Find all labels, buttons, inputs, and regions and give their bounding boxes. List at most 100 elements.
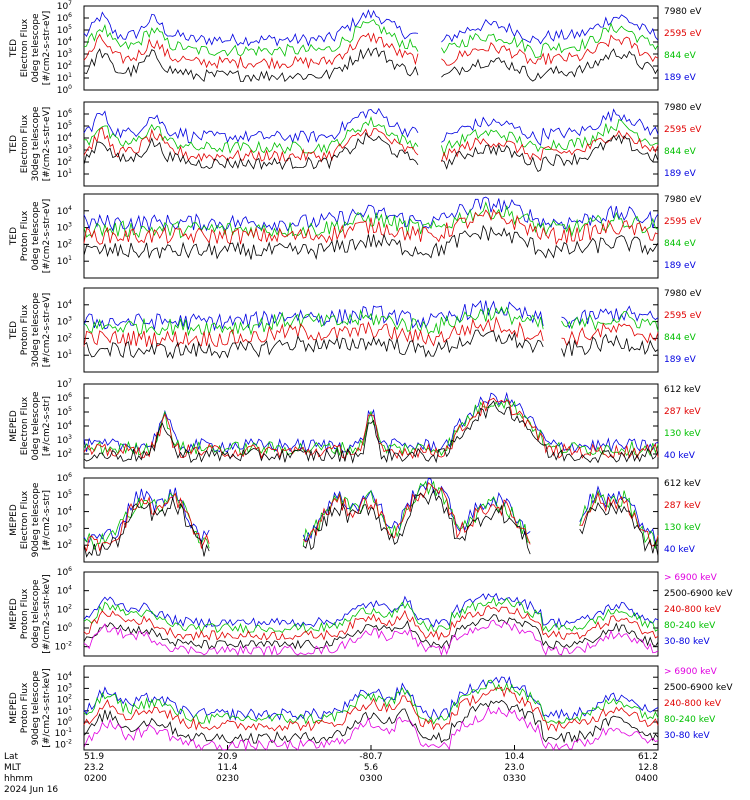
x-axis-row-label: hhmm xyxy=(4,774,33,784)
y-tick-label: 102 xyxy=(57,60,72,72)
x-tick-label-lat: 61.2 xyxy=(638,752,658,762)
series-line xyxy=(83,329,659,360)
y-axis-label-line: 90deg telescope xyxy=(31,482,41,557)
y-axis-label-line: Proton Flux xyxy=(20,210,30,261)
x-tick-label-hhmm: 0200 xyxy=(84,774,107,784)
y-axis-label-line: [#/cm2-s-str-keV] xyxy=(42,574,52,653)
y-tick-exponent: 2 xyxy=(68,60,72,67)
y-tick-label: 106 xyxy=(57,566,72,578)
y-tick-exponent: 5 xyxy=(68,120,72,127)
y-tick-label: 106 xyxy=(57,108,72,120)
y-tick-exponent: 7 xyxy=(68,378,72,385)
y-tick-label: 106 xyxy=(57,12,72,24)
y-axis-label-line: [#/cm2-s-str-eV] xyxy=(42,107,52,182)
series-line xyxy=(83,201,659,239)
y-tick-exponent: -1 xyxy=(66,727,72,734)
y-axis-label-line: Proton Flux xyxy=(20,588,30,639)
x-tick-label-mlt: 5.6 xyxy=(364,763,379,773)
legend-entry: 844 eV xyxy=(664,333,697,343)
legend-entry: 240-800 keV xyxy=(664,699,722,709)
y-tick-exponent: 0 xyxy=(68,84,72,91)
series-line xyxy=(83,679,659,725)
y-tick-label: 107 xyxy=(57,378,72,390)
y-tick-label: 105 xyxy=(57,120,72,132)
y-axis-label-line: MEPED xyxy=(9,598,19,630)
y-tick-exponent: 3 xyxy=(68,522,72,529)
legend-entry: 189 eV xyxy=(664,355,697,365)
y-tick-label: 104 xyxy=(57,420,72,432)
y-axis-label-line: 30deg telescope xyxy=(31,292,41,367)
x-tick-label-hhmm: 0230 xyxy=(216,774,239,784)
legend-entry: 7980 eV xyxy=(664,195,702,205)
y-tick-exponent: 3 xyxy=(68,144,72,151)
y-tick-label: 107 xyxy=(57,0,72,12)
x-tick-label-hhmm: 0300 xyxy=(360,774,383,784)
legend-entry: 189 eV xyxy=(664,73,697,83)
x-tick-label-hhmm: 0330 xyxy=(503,774,526,784)
y-tick-label: 104 xyxy=(57,132,72,144)
y-tick-exponent: 0 xyxy=(68,622,72,629)
legend-entry: 2595 eV xyxy=(664,311,702,321)
series-line xyxy=(83,19,659,58)
series-line xyxy=(83,614,659,650)
x-axis-row-label: MLT xyxy=(4,763,22,773)
y-tick-exponent: 4 xyxy=(68,585,72,592)
y-tick-label: 104 xyxy=(57,299,72,311)
legend-entry: 287 keV xyxy=(664,501,701,511)
y-tick-label: 102 xyxy=(57,156,72,168)
plot-frame xyxy=(83,477,659,563)
y-tick-label: 103 xyxy=(57,222,72,234)
y-tick-label: 105 xyxy=(57,406,72,418)
y-tick-exponent: 2 xyxy=(68,238,72,245)
legend-entry: 612 keV xyxy=(664,479,701,489)
legend-entry: 2500-6900 keV xyxy=(664,589,733,599)
legend-entry: 80-240 keV xyxy=(664,715,716,725)
y-axis-label-line: TED xyxy=(9,227,19,246)
y-tick-label: 104 xyxy=(57,205,72,217)
y-tick-exponent: 6 xyxy=(68,108,72,115)
plot-frame xyxy=(83,101,659,187)
y-tick-exponent: 3 xyxy=(68,434,72,441)
y-axis-label-line: 30deg telescope xyxy=(31,106,41,181)
legend-entry: 844 eV xyxy=(664,147,697,157)
y-tick-exponent: 5 xyxy=(68,406,72,413)
y-tick-exponent: 4 xyxy=(68,671,72,678)
x-tick-label-mlt: 23.2 xyxy=(84,763,104,773)
y-tick-label: 102 xyxy=(57,238,72,250)
y-tick-label: 10-2 xyxy=(55,641,73,653)
series-line xyxy=(83,706,659,752)
y-tick-exponent: 1 xyxy=(68,255,72,262)
legend-entry: > 6900 keV xyxy=(664,667,718,677)
legend-entry: 612 keV xyxy=(664,385,701,395)
series-line xyxy=(83,400,659,464)
plot-frame xyxy=(83,571,659,657)
legend-entry: 287 keV xyxy=(664,407,701,417)
series-line xyxy=(83,488,659,558)
y-tick-label: 102 xyxy=(57,332,72,344)
legend-entry: 2595 eV xyxy=(664,217,702,227)
y-tick-exponent: -2 xyxy=(66,641,72,648)
plot-frame xyxy=(83,193,659,279)
y-axis-label-line: [#/cm2-s-str] xyxy=(42,490,52,550)
x-tick-label-lat: 20.9 xyxy=(217,752,237,762)
y-tick-label: 102 xyxy=(57,448,72,460)
y-tick-exponent: 1 xyxy=(68,349,72,356)
series-line xyxy=(83,126,659,163)
legend-entry: 130 keV xyxy=(664,523,701,533)
y-tick-exponent: 6 xyxy=(68,392,72,399)
y-axis-label-line: [#/cm2-s-str] xyxy=(42,396,52,456)
y-tick-label: 103 xyxy=(57,522,72,534)
y-tick-exponent: 2 xyxy=(68,694,72,701)
y-tick-label: 102 xyxy=(57,694,72,706)
y-tick-label: 10-2 xyxy=(55,738,73,750)
legend-entry: 40 keV xyxy=(664,545,696,555)
legend-entry: 7980 eV xyxy=(664,103,702,113)
series-line xyxy=(83,196,659,233)
series-line xyxy=(83,596,659,634)
x-tick-label-mlt: 23.0 xyxy=(504,763,524,773)
y-tick-exponent: 4 xyxy=(68,420,72,427)
x-tick-label-lat: 51.9 xyxy=(84,752,104,762)
y-axis-label-line: 0deg telescope xyxy=(31,391,41,461)
y-tick-exponent: 4 xyxy=(68,506,72,513)
y-tick-exponent: 5 xyxy=(68,489,72,496)
